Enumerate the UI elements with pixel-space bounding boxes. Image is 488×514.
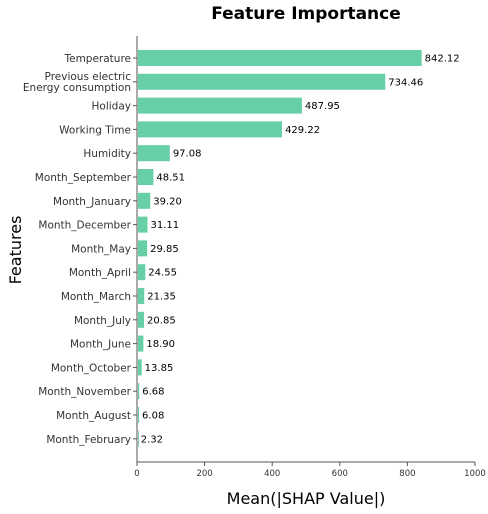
category-label: Month_March — [61, 291, 131, 303]
category-label: Month_December — [38, 220, 131, 232]
bar-value-label: 29.85 — [150, 244, 179, 255]
y-axis-label: Features — [6, 216, 25, 285]
bar — [138, 121, 283, 138]
bar-value-label: 429.22 — [285, 125, 320, 136]
chart-title: Feature Importance — [211, 4, 401, 24]
bar-value-label: 48.51 — [156, 173, 185, 184]
bar-value-label: 97.08 — [173, 149, 202, 160]
category-label: Month_August — [56, 410, 131, 422]
bar-value-label: 6.08 — [142, 411, 164, 422]
bar-value-label: 18.90 — [146, 339, 175, 350]
bar-value-label: 487.95 — [305, 101, 340, 112]
bar-value-label: 13.85 — [145, 363, 174, 374]
x-tick-label: 0 — [134, 469, 139, 479]
x-tick-label: 400 — [264, 469, 280, 479]
category-label: Temperature — [63, 53, 131, 65]
bar — [138, 192, 151, 209]
bar — [138, 169, 154, 185]
category-label: Month_July — [74, 315, 131, 327]
x-tick-label: 200 — [196, 469, 212, 479]
bar — [138, 288, 145, 304]
x-tick-label: 1000 — [464, 469, 486, 479]
bar-value-label: 734.46 — [388, 77, 423, 88]
bar-value-label: 20.85 — [147, 315, 176, 326]
bar — [138, 311, 145, 328]
bar-value-label: 2.32 — [141, 434, 163, 445]
category-label: Month_November — [38, 386, 131, 398]
bar — [138, 50, 422, 66]
bar — [138, 383, 140, 400]
category-label: Previous electric Energy consumption — [23, 71, 131, 94]
bar — [138, 359, 142, 376]
x-axis-label: Mean(|SHAP Value|) — [227, 489, 386, 508]
bar — [138, 430, 139, 447]
category-label: Month_February — [46, 434, 131, 446]
category-label: Holiday — [92, 101, 131, 113]
bar — [138, 73, 386, 90]
bar-value-label: 39.20 — [153, 196, 182, 207]
bar-value-label: 31.11 — [151, 220, 180, 231]
category-label: Month_April — [69, 267, 131, 279]
category-label: Month_May — [71, 243, 131, 255]
bar-value-label: 842.12 — [425, 54, 460, 65]
category-label: Month_January — [53, 196, 131, 208]
x-tick-label: 800 — [399, 469, 415, 479]
category-label: Month_October — [51, 362, 132, 374]
bar — [138, 145, 170, 162]
plot-area: 0 200 400 600 800 1000 842.12 Temperature 734.46… — [23, 36, 486, 479]
category-label: Month_September — [35, 172, 132, 184]
bar-value-label: 21.35 — [147, 292, 176, 303]
bar-value-label: 6.68 — [142, 387, 164, 398]
category-label: Month_June — [70, 339, 131, 351]
bar — [138, 216, 148, 233]
bar — [138, 407, 140, 423]
bar — [138, 97, 302, 114]
category-label: Humidity — [83, 148, 131, 160]
bar — [138, 335, 144, 352]
bar — [138, 240, 148, 257]
bar-value-label: 24.55 — [148, 268, 177, 279]
bar — [138, 264, 146, 281]
x-tick-label: 600 — [332, 469, 348, 479]
category-label: Working Time — [59, 124, 131, 136]
